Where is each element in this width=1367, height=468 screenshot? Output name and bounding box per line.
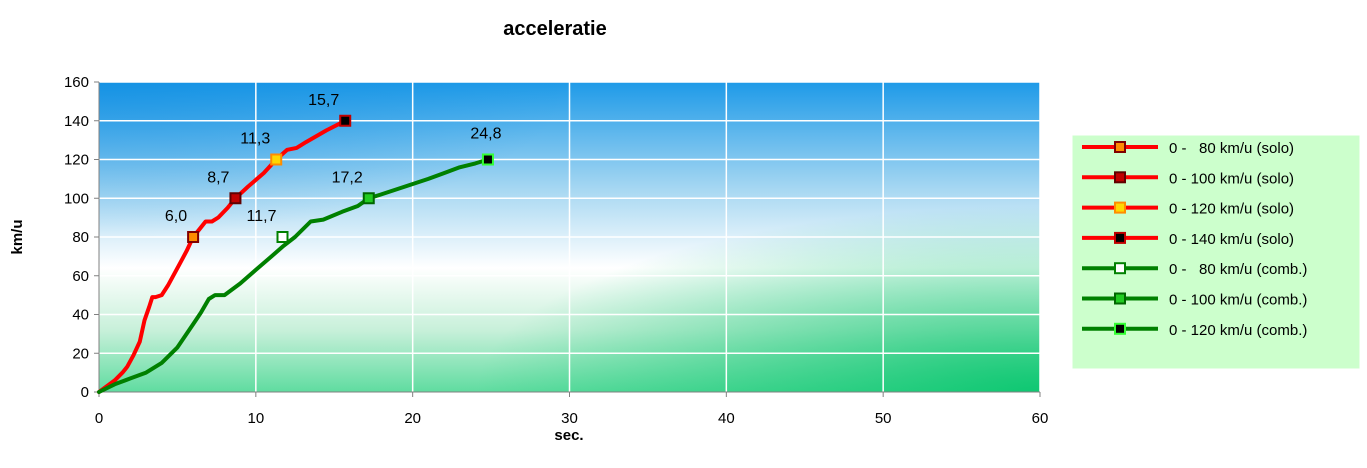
legend-label: 0 - 80 km/u (comb.)	[1169, 261, 1307, 278]
data-label: 17,2	[332, 169, 363, 186]
legend: 0 - 80 km/u (solo) 0 - 100 km/u (solo) 0 -…	[1071, 134, 1361, 370]
legend-swatch-marker	[1114, 231, 1126, 244]
y-tick-label: 80	[72, 229, 89, 246]
legend-entry: 0 - 80 km/u (comb.)	[1082, 261, 1307, 278]
y-tick-label: 0	[81, 384, 89, 401]
y-tick-label: 60	[72, 268, 89, 285]
legend-label: 0 - 80 km/u (solo)	[1169, 140, 1294, 157]
data-label: 15,7	[308, 92, 339, 109]
y-tick-label: 160	[64, 74, 89, 91]
x-tick-label: 40	[718, 410, 735, 427]
y-axis-title: km/u	[9, 219, 26, 254]
legend-swatch-marker	[1114, 171, 1126, 184]
data-label: 8,7	[207, 169, 229, 186]
data-marker	[270, 153, 283, 166]
legend-entry: 0 - 100 km/u (comb.)	[1082, 292, 1307, 309]
y-tick-label: 40	[72, 307, 89, 324]
legend-entry: 0 - 100 km/u (solo)	[1082, 170, 1294, 187]
legend-swatch-marker	[1114, 292, 1126, 305]
curve-line-2	[97, 157, 490, 394]
chart-title: acceleratie	[503, 18, 606, 40]
legend-label: 0 - 120 km/u (comb.)	[1169, 322, 1307, 339]
data-label: 24,8	[470, 126, 501, 143]
x-axis-title: sec.	[554, 427, 583, 444]
x-tick-label: 30	[561, 410, 578, 427]
data-marker	[481, 153, 494, 166]
legend-entry: 0 - 120 km/u (solo)	[1082, 201, 1294, 218]
legend-swatch-marker	[1114, 262, 1126, 275]
legend-label: 0 - 120 km/u (solo)	[1169, 201, 1294, 218]
data-markers	[187, 114, 494, 243]
legend-label: 0 - 140 km/u (solo)	[1169, 231, 1294, 248]
tick-labels: 0 20 40 60 80 100 120 140 160 0 10 20 30 40 50 60	[64, 74, 1048, 427]
data-marker	[339, 114, 352, 127]
data-labels: 6,0 8,7 11,3 15,7 11,7 17,2 24,8	[165, 92, 502, 225]
y-tick-label: 120	[64, 152, 89, 169]
data-marker	[229, 192, 242, 205]
grid	[99, 81, 1041, 392]
x-tick-label: 50	[875, 410, 892, 427]
legend-entries: 0 - 80 km/u (solo) 0 - 100 km/u (solo) 0 -…	[1082, 140, 1307, 339]
legend-swatch-marker	[1114, 322, 1126, 335]
legend-entry: 0 - 120 km/u (comb.)	[1082, 322, 1307, 339]
y-tick-label: 140	[64, 113, 89, 130]
data-label: 6,0	[165, 208, 187, 225]
data-label: 11,3	[240, 131, 270, 148]
data-marker	[187, 231, 200, 243]
legend-label: 0 - 100 km/u (solo)	[1169, 170, 1294, 187]
y-tick-label: 20	[72, 345, 89, 362]
legend-entry: 0 - 140 km/u (solo)	[1082, 231, 1294, 248]
axes	[94, 81, 1041, 397]
x-tick-label: 0	[95, 410, 103, 427]
legend-swatch-marker	[1114, 201, 1126, 214]
x-tick-label: 20	[404, 410, 421, 427]
legend-label: 0 - 100 km/u (comb.)	[1169, 292, 1307, 309]
y-tick-label: 100	[64, 190, 89, 207]
data-label: 11,7	[247, 208, 277, 225]
x-tick-label: 60	[1032, 410, 1049, 427]
data-marker	[362, 192, 375, 205]
data-marker	[276, 231, 289, 243]
legend-entry: 0 - 80 km/u (solo)	[1082, 140, 1294, 157]
x-tick-label: 10	[247, 410, 264, 427]
legend-swatch-marker	[1114, 141, 1126, 153]
